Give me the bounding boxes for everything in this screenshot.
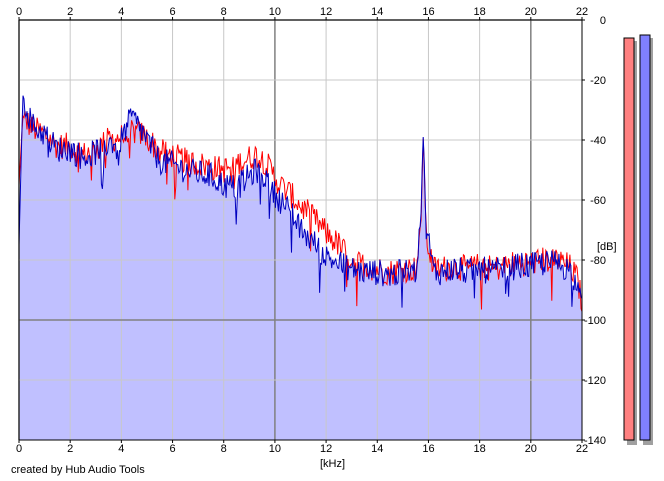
y-tick-label: -20 xyxy=(590,75,606,87)
y-tick-label: -80 xyxy=(590,255,606,267)
x-tick-label-bottom: 18 xyxy=(474,443,486,455)
level-meter-left xyxy=(623,37,635,441)
plot-frame xyxy=(18,19,583,441)
x-tick-label-bottom: 12 xyxy=(320,443,332,455)
spectrum-fill xyxy=(19,95,582,440)
level-meters xyxy=(623,34,653,445)
x-tick-label-top: 8 xyxy=(221,6,227,18)
x-tick-label-top: 12 xyxy=(320,6,332,18)
x-tick-label-bottom: 0 xyxy=(16,443,22,455)
x-tick-label-bottom: 4 xyxy=(118,443,124,455)
y-tick-label: -140 xyxy=(584,435,606,447)
y-tick-label: -120 xyxy=(584,375,606,387)
x-tick-label-top: 18 xyxy=(474,6,486,18)
credit-text: created by Hub Audio Tools xyxy=(11,464,145,476)
spectrum-fill-area xyxy=(19,95,582,440)
x-axis-label: [kHz] xyxy=(320,458,345,470)
y-tick-label: -100 xyxy=(584,315,606,327)
x-tick-label-top: 6 xyxy=(169,6,175,18)
x-tick-label-top: 16 xyxy=(422,6,434,18)
y-tick-label: -60 xyxy=(590,195,606,207)
x-tick-label-bottom: 16 xyxy=(422,443,434,455)
x-tick-label-top: 0 xyxy=(16,6,22,18)
x-tick-label-top: 10 xyxy=(269,6,281,18)
axis-tick-labels: 002244668810101212141416161818202022220-… xyxy=(16,6,606,455)
x-tick-label-bottom: 10 xyxy=(269,443,281,455)
spectrum-series xyxy=(18,95,583,312)
x-tick-label-bottom: 22 xyxy=(576,443,588,455)
x-tick-label-top: 2 xyxy=(67,6,73,18)
x-tick-label-bottom: 2 xyxy=(67,443,73,455)
series-red-line xyxy=(18,110,583,312)
x-tick-label-bottom: 20 xyxy=(525,443,537,455)
y-tick-label: 0 xyxy=(600,15,606,27)
x-tick-label-bottom: 14 xyxy=(371,443,383,455)
x-tick-label-bottom: 6 xyxy=(169,443,175,455)
x-tick-label-top: 4 xyxy=(118,6,124,18)
series-blue-line xyxy=(18,95,583,308)
y-tick-label: -40 xyxy=(590,135,606,147)
x-tick-label-top: 14 xyxy=(371,6,383,18)
x-tick-label-top: 22 xyxy=(576,6,588,18)
level-meter-right xyxy=(639,34,651,441)
x-tick-label-bottom: 8 xyxy=(221,443,227,455)
axis-ticks xyxy=(18,17,585,443)
x-tick-label-top: 20 xyxy=(525,6,537,18)
y-axis-label: [dB] xyxy=(597,241,617,253)
